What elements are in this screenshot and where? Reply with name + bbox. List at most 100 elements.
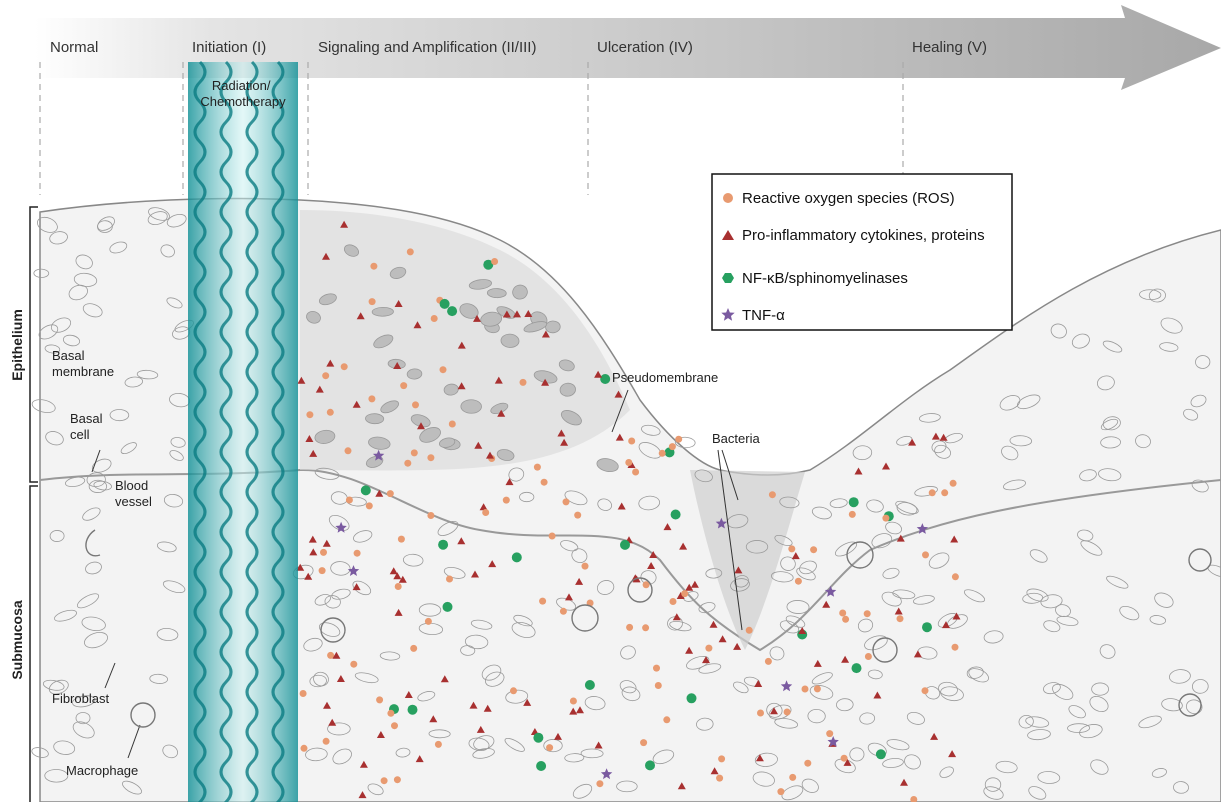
label-line: membrane — [52, 364, 114, 379]
ros-marker — [789, 774, 796, 781]
ros-marker — [897, 615, 904, 622]
nfkb-marker — [536, 761, 546, 771]
ros-marker — [323, 738, 330, 745]
ros-marker — [640, 739, 647, 746]
label-line: Radiation/ — [212, 78, 271, 93]
ros-marker — [345, 447, 352, 454]
annotation: Fibroblast — [52, 691, 109, 706]
nfkb-marker — [447, 306, 457, 316]
ros-marker — [398, 536, 405, 543]
ros-marker — [549, 533, 556, 540]
ros-marker — [716, 775, 723, 782]
stage-label: Healing (V) — [912, 39, 987, 56]
label-line: Basal — [52, 348, 85, 363]
cell — [487, 288, 506, 298]
nfkb-marker — [671, 510, 681, 520]
ros-marker — [653, 665, 660, 672]
ros-marker — [322, 372, 329, 379]
legend: Reactive oxygen species (ROS) Pro-inflam… — [712, 174, 1012, 330]
ros-marker — [574, 512, 581, 519]
nfkb-marker — [687, 693, 697, 703]
ros-marker — [306, 411, 313, 418]
ros-marker — [941, 489, 948, 496]
ros-marker — [675, 436, 682, 443]
epithelium-bracket — [30, 207, 38, 482]
ros-marker — [319, 567, 326, 574]
nfkb-marker — [922, 622, 932, 632]
stage-label: Ulceration (IV) — [597, 39, 693, 56]
ros-marker — [625, 459, 632, 466]
ros-marker — [632, 469, 639, 476]
ros-marker — [391, 722, 398, 729]
ros-marker — [539, 598, 546, 605]
nfkb-marker — [440, 299, 450, 309]
ros-marker — [394, 776, 401, 783]
ros-marker — [410, 645, 417, 652]
stage-label: Signaling and Amplification (II/III) — [318, 39, 536, 56]
ros-marker — [929, 489, 936, 496]
ros-marker — [366, 502, 373, 509]
label-line: Blood — [115, 478, 148, 493]
annotation: Pseudomembrane — [612, 370, 718, 385]
ros-marker — [482, 509, 489, 516]
ros-marker — [670, 598, 677, 605]
ros-marker — [449, 421, 456, 428]
ros-marker — [842, 616, 849, 623]
ros-marker — [400, 382, 407, 389]
ros-marker — [788, 545, 795, 552]
ros-marker — [841, 755, 848, 762]
ros-marker — [440, 366, 447, 373]
legend-label: NF-κB/sphinomyelinases — [742, 270, 908, 287]
ros-marker — [320, 549, 327, 556]
ros-marker — [765, 658, 772, 665]
legend-label: Reactive oxygen species (ROS) — [742, 190, 955, 207]
nfkb-marker — [852, 663, 862, 673]
cell — [365, 413, 384, 424]
ros-marker — [431, 315, 438, 322]
ros-marker — [952, 573, 959, 580]
diagram: Normal Initiation (I) Signaling and Ampl… — [0, 0, 1221, 802]
ros-marker — [563, 498, 570, 505]
ros-marker — [510, 687, 517, 694]
nfkb-marker — [361, 485, 371, 495]
ros-marker — [746, 627, 753, 634]
ros-marker — [369, 298, 376, 305]
ros-marker — [864, 610, 871, 617]
ros-marker — [681, 590, 688, 597]
ros-marker — [546, 744, 553, 751]
legend-swatch — [723, 193, 733, 203]
layer-label: Submucosa — [9, 600, 25, 680]
ros-marker — [350, 661, 357, 668]
ros-marker — [412, 401, 419, 408]
ros-marker — [368, 395, 375, 402]
ros-marker — [814, 685, 821, 692]
ros-marker — [795, 578, 802, 585]
ros-marker — [427, 454, 434, 461]
ros-marker — [784, 709, 791, 716]
ros-marker — [865, 653, 872, 660]
ros-marker — [922, 687, 929, 694]
label-line: vessel — [115, 494, 152, 509]
ros-marker — [628, 438, 635, 445]
ros-marker — [534, 464, 541, 471]
ros-marker — [882, 515, 889, 522]
ros-marker — [346, 497, 353, 504]
ros-marker — [952, 644, 959, 651]
stage-label: Initiation (I) — [192, 39, 266, 56]
ros-marker — [520, 379, 527, 386]
ros-marker — [411, 449, 418, 456]
ros-marker — [370, 263, 377, 270]
ros-marker — [395, 583, 402, 590]
ros-marker — [387, 490, 394, 497]
ros-marker — [950, 480, 957, 487]
ros-marker — [582, 563, 589, 570]
annotation: Blood vessel — [115, 478, 152, 509]
ros-marker — [425, 618, 432, 625]
ros-marker — [560, 608, 567, 615]
nfkb-marker — [408, 705, 418, 715]
ros-marker — [446, 576, 453, 583]
ros-marker — [541, 479, 548, 486]
ros-marker — [327, 409, 334, 416]
ros-marker — [669, 443, 676, 450]
ros-marker — [810, 546, 817, 553]
